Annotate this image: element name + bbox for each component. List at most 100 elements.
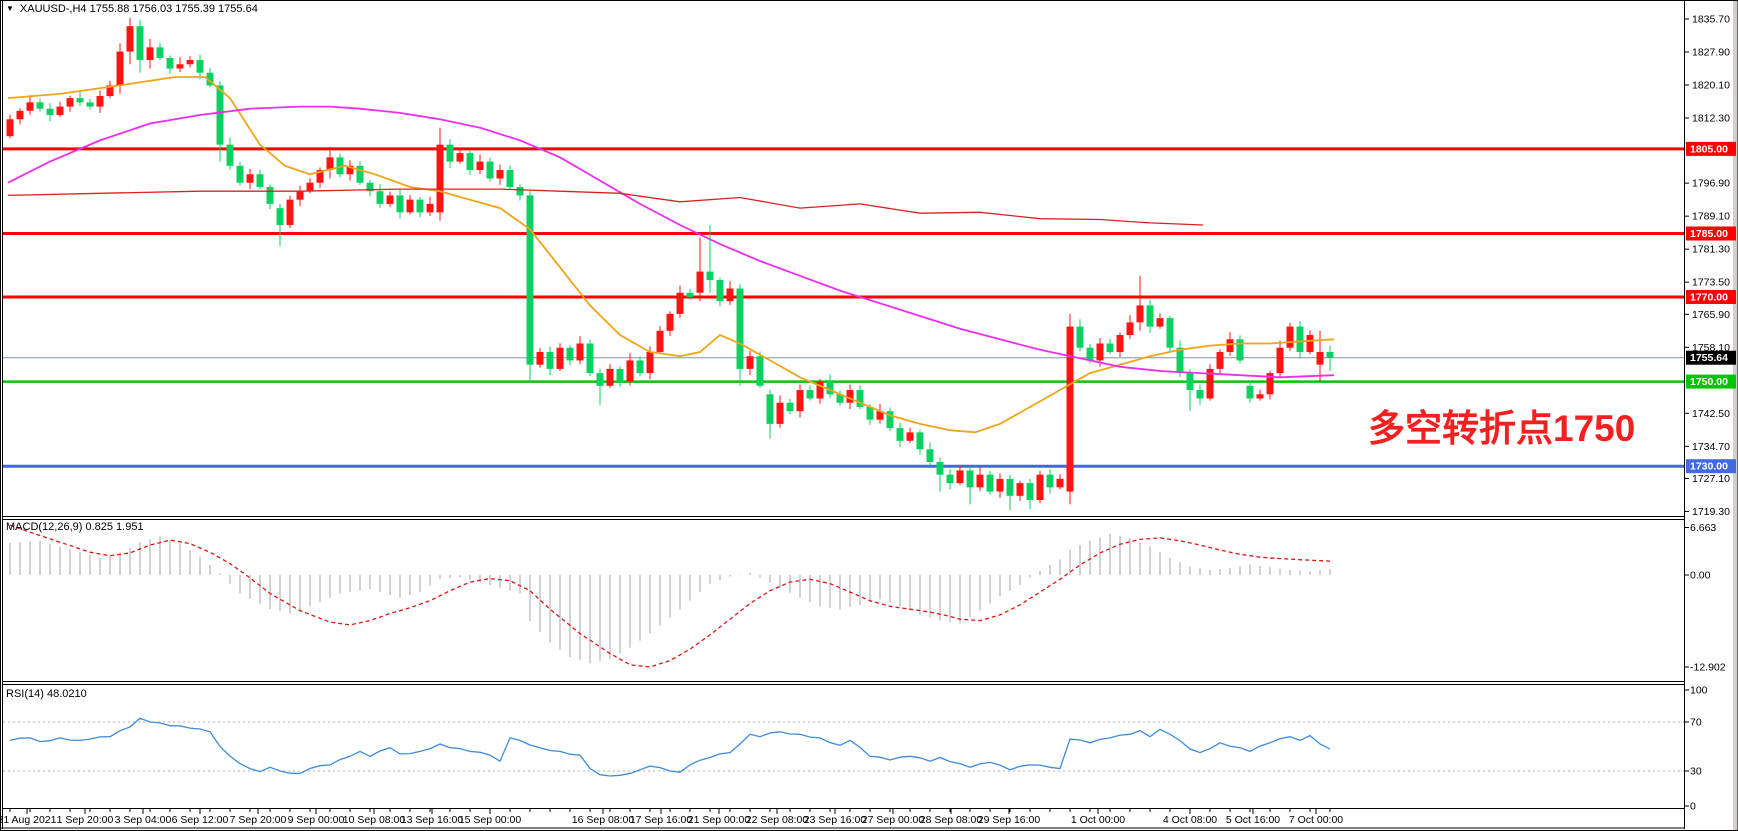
candle-body [516,186,524,196]
candle-body [386,195,394,204]
candle-body [536,351,544,365]
candle-body [456,153,464,162]
candle-body [926,449,934,462]
candle-body [746,356,754,369]
time-axis-label: 7 Oct 00:00 [1289,814,1343,826]
candle-body [936,461,944,475]
rsi-line [9,717,1331,777]
candle-body [1246,385,1254,399]
level-badge-1730.00 [1686,459,1736,474]
candle-body [1166,318,1174,348]
candle-body [196,60,204,73]
candle-body [306,182,314,192]
time-axis-label: 6 Sep 12:00 [172,814,229,826]
candle-body [366,182,374,192]
macd-surface[interactable] [1,521,1684,681]
level-badge-1730.00-text: 1730.00 [1690,461,1728,473]
candle-body [1106,343,1114,352]
candle-body [756,356,764,386]
level-badge-1750.00 [1686,374,1736,389]
candle-body [826,381,834,395]
candle-body [1266,373,1274,395]
collapse-arrow-icon[interactable]: ▼ [6,4,14,13]
time-axis-label: 9 Sep 00:00 [288,814,345,826]
time-axis-label: 13 Sep 16:00 [401,814,464,826]
time-axis-label: 4 Oct 08:00 [1163,814,1217,826]
candle-body [1226,339,1234,352]
rsi-indicator-label: RSI(14) 48.0210 [6,688,87,700]
candlesticks [6,17,1334,511]
candle-body [126,26,134,52]
candle-body [946,474,954,484]
candle-body [686,292,694,297]
candle-body [1196,390,1204,399]
candle-body [886,411,894,429]
time-axis-label: 29 Sep 16:00 [978,814,1041,826]
time-axis-label: 23 Sep 16:00 [804,814,867,826]
right-scroll-strip[interactable] [1733,1,1738,830]
candle-body [336,157,344,175]
axis-tick-label: 1727.10 [1692,473,1730,485]
main-chart-surface[interactable] [1,1,1684,518]
candle-body [646,351,654,374]
candle-body [446,144,454,162]
candle-body [636,360,644,374]
candle-body [106,85,114,97]
time-axis-label: 16 Sep 08:00 [572,814,635,826]
candle-body [1056,478,1064,488]
chart-title: ▼ XAUUSD-,H4 1755.88 1756.03 1755.39 1755… [6,3,258,15]
time-axis[interactable]: 31 Aug 2021 1 Sep 20:00 3 Sep 04:00 6 Sep 1… [0,809,1343,826]
candle-body [266,186,274,204]
candle-body [486,161,494,179]
axis-tick-label: 1719.30 [1692,506,1730,518]
candle-body [236,165,244,183]
candle-body [6,119,14,137]
candle-body [726,288,734,302]
axis-tick-label: 0 [1690,801,1696,813]
rsi-surface[interactable] [1,685,1684,807]
candle-body [676,292,684,314]
candle-body [186,60,194,65]
candle-body [616,368,624,382]
candle-body [786,402,794,412]
axis-tick-label: -12.902 [1690,661,1726,673]
candle-body [96,96,104,107]
candle-body [346,165,354,175]
current-price-badge [1686,350,1736,365]
candle-body [1086,347,1094,361]
level-badge-1750.00-text: 1750.00 [1690,376,1728,388]
candle-body [996,478,1004,492]
candle-body [176,64,184,69]
candle-body [556,347,564,369]
ma-mid-magenta [7,105,1335,379]
candle-body [396,195,404,213]
candle-body [1146,305,1154,327]
candle-body [606,368,614,386]
axis-tick-label: 1773.50 [1692,277,1730,289]
axis-tick-label: 1827.90 [1692,47,1730,59]
candle-body [736,288,744,369]
time-axis-label: 3 Sep 04:00 [115,814,172,826]
axis-tick-label: 1742.50 [1692,408,1730,420]
time-axis-label: 28 Sep 08:00 [920,814,983,826]
candle-body [376,191,384,204]
level-badge-1770.00-text: 1770.00 [1690,291,1728,303]
candle-body [56,106,64,116]
level-badge-1805.00-text: 1805.00 [1690,143,1728,155]
candle-body [1296,326,1304,352]
candle-body [576,343,584,361]
candle-body [16,110,24,120]
candle-body [466,153,474,171]
candle-body [416,199,424,213]
axis-tick-label: 1734.70 [1692,441,1730,453]
candle-body [976,474,984,488]
candle-body [426,203,434,213]
axis-tick-label: 1796.90 [1692,178,1730,190]
time-axis-label: 27 Sep 00:00 [862,814,925,826]
candle-body [1026,483,1034,501]
price-axis[interactable]: 1835.70 1827.90 1820.10 1812.30 1796.90 1789.… [1684,14,1736,813]
candle-body [146,47,154,61]
candle-body [1216,351,1224,369]
rsi-indicator [3,717,1684,777]
